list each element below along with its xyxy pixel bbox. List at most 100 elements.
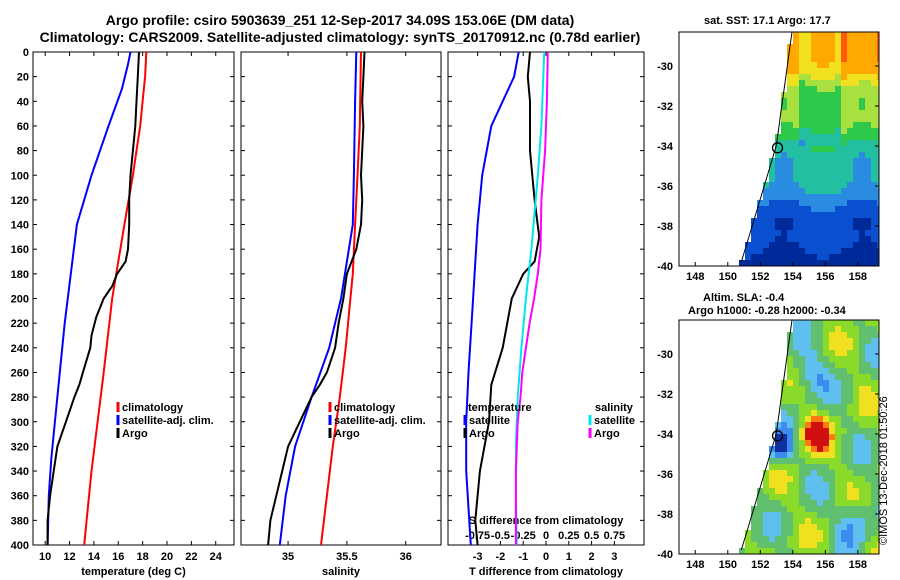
map-cell xyxy=(865,464,872,471)
map-cell xyxy=(679,56,686,63)
map-cell xyxy=(691,434,698,441)
map-cell xyxy=(799,200,806,207)
map-cell xyxy=(835,200,842,207)
map-cell xyxy=(709,62,716,69)
map-cell xyxy=(769,74,776,81)
map-cell xyxy=(823,104,830,111)
map-cell xyxy=(859,428,866,435)
map-cell xyxy=(709,476,716,483)
map-cell xyxy=(691,416,698,423)
map-cell xyxy=(679,356,686,363)
map-cell xyxy=(799,140,806,147)
map-cell xyxy=(817,32,824,39)
map-cell xyxy=(781,458,788,465)
map-cell xyxy=(847,62,854,69)
coastline xyxy=(740,319,793,551)
map-cell xyxy=(853,506,860,513)
map-cell xyxy=(763,68,770,75)
map-cell xyxy=(823,176,830,183)
map-cell xyxy=(817,86,824,93)
map-cell xyxy=(853,80,860,87)
map-cell xyxy=(853,482,860,489)
map-cell xyxy=(745,410,752,417)
map-cell xyxy=(793,86,800,93)
map-cell xyxy=(751,428,758,435)
map-cell xyxy=(805,488,812,495)
map-cell xyxy=(877,524,880,531)
map-cell xyxy=(751,44,758,51)
map-cell xyxy=(733,500,740,507)
map-cell xyxy=(703,410,710,417)
map-cell xyxy=(835,170,842,177)
map-cell xyxy=(703,230,710,237)
map-cell xyxy=(787,428,794,435)
map-cell xyxy=(787,86,794,93)
map-cell xyxy=(733,512,740,519)
map-cell xyxy=(703,212,710,219)
map-cell xyxy=(709,440,716,447)
map-cell xyxy=(715,110,722,117)
map-cell xyxy=(775,332,782,339)
map-cell xyxy=(763,386,770,393)
map-cell xyxy=(709,254,716,261)
map-cell xyxy=(853,500,860,507)
map-cell xyxy=(847,356,854,363)
map-cell xyxy=(691,326,698,333)
map-cell xyxy=(817,152,824,159)
map-cell xyxy=(775,500,782,507)
map-cell xyxy=(751,536,758,543)
map-cell xyxy=(835,236,842,243)
map-cell xyxy=(739,392,746,399)
map-x-tick-label: 148 xyxy=(686,559,704,571)
map-cell xyxy=(721,536,728,543)
map-cell xyxy=(757,200,764,207)
map-cell xyxy=(679,236,686,243)
map-cell xyxy=(745,482,752,489)
map-cell xyxy=(865,452,872,459)
map-cell xyxy=(751,542,758,549)
map-cell xyxy=(721,170,728,177)
map-cell xyxy=(715,62,722,69)
map-cell xyxy=(793,392,800,399)
map-cell xyxy=(775,80,782,87)
map-cell xyxy=(739,236,746,243)
map-cell xyxy=(721,188,728,195)
map-cell xyxy=(739,458,746,465)
map-cell xyxy=(877,44,880,51)
map-cell xyxy=(733,458,740,465)
map-cell xyxy=(679,140,686,147)
diff-top-tick-label: -0.25 xyxy=(511,530,536,542)
map-cell xyxy=(727,542,734,549)
y-tick-label: 400 xyxy=(11,540,29,552)
map-cell xyxy=(697,68,704,75)
map-cell xyxy=(691,512,698,519)
map-cell xyxy=(733,356,740,363)
map-cell xyxy=(757,194,764,201)
map-cell xyxy=(835,92,842,99)
map-cell xyxy=(877,446,880,453)
map-cell xyxy=(871,212,878,219)
map-cell xyxy=(805,398,812,405)
map-cell xyxy=(739,434,746,441)
map-cell xyxy=(691,260,698,267)
map-cell xyxy=(757,92,764,99)
map-cell xyxy=(703,74,710,81)
map-cell xyxy=(805,428,812,435)
map-cell xyxy=(859,32,866,39)
map-cell xyxy=(847,500,854,507)
map-cell xyxy=(727,104,734,111)
map-cell xyxy=(817,50,824,57)
map-cell xyxy=(697,158,704,165)
map-cell xyxy=(847,338,854,345)
map-cell xyxy=(859,104,866,111)
map-cell xyxy=(823,446,830,453)
map-cell xyxy=(865,200,872,207)
map-cell xyxy=(787,404,794,411)
map-cell xyxy=(871,242,878,249)
map-cell xyxy=(763,398,770,405)
map-cell xyxy=(805,170,812,177)
map-cell xyxy=(829,194,836,201)
map-cell xyxy=(703,548,710,555)
map-cell xyxy=(805,404,812,411)
map-cell xyxy=(751,494,758,501)
